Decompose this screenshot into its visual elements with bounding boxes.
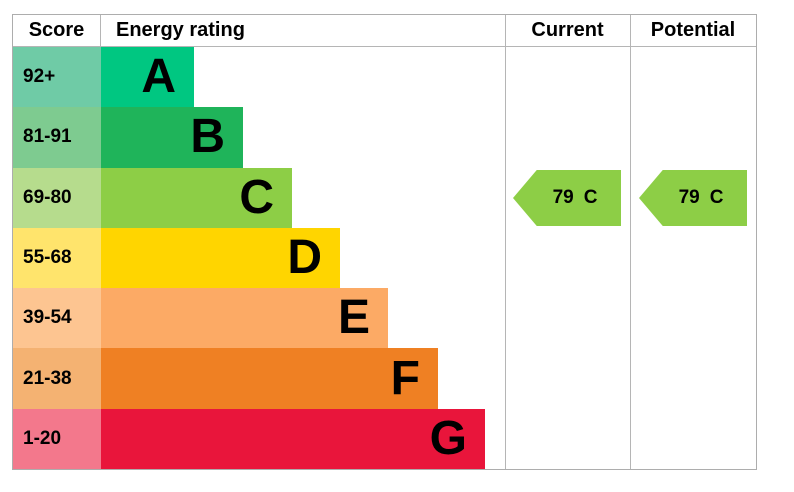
score-range-f: 21-38: [13, 348, 101, 409]
energy-rating-column-header: Energy rating: [116, 19, 245, 41]
potential-column-header: Potential: [650, 19, 736, 41]
score-range-b: 81-91: [13, 107, 101, 168]
potential-rating-arrow: 79 C: [639, 170, 747, 226]
band-row-c: 69-80 C: [13, 167, 756, 228]
current-rating-arrow: 79 C: [513, 170, 621, 226]
potential-rating-value: 79: [678, 187, 700, 208]
band-bar-g: G: [101, 408, 485, 469]
band-bar-c: C: [101, 167, 292, 228]
current-rating-value: 79: [552, 187, 574, 208]
current-column-header: Current: [531, 19, 604, 41]
potential-column-divider: [630, 15, 631, 469]
band-bar-d: D: [101, 227, 340, 289]
score-range-a: 92+: [13, 47, 101, 108]
potential-rating-band: C: [709, 187, 724, 208]
band-row-g: 1-20 G: [13, 408, 756, 469]
band-row-b: 81-91 B: [13, 107, 756, 168]
band-row-a: 92+ A: [13, 47, 756, 108]
band-bar-f: F: [101, 348, 438, 409]
epc-table: Score Energy rating Current Potential 92…: [12, 14, 757, 470]
score-range-d: 55-68: [13, 227, 101, 289]
table-header-row: Score Energy rating Current Potential: [13, 15, 756, 47]
score-range-g: 1-20: [13, 408, 101, 469]
band-row-d: 55-68 D: [13, 227, 756, 289]
score-range-c: 69-80: [13, 167, 101, 228]
score-column-header: Score: [13, 15, 101, 46]
score-range-e: 39-54: [13, 288, 101, 349]
current-rating-band: C: [583, 187, 598, 208]
band-row-f: 21-38 F: [13, 348, 756, 409]
band-bar-e: E: [101, 288, 388, 349]
band-bar-a: A: [101, 47, 194, 108]
band-bar-b: B: [101, 107, 243, 168]
band-rows: 92+ A 81-91 B 69-80 C 55-68 D 39-54 E 21…: [13, 47, 756, 469]
current-column-divider: [505, 15, 506, 469]
band-row-e: 39-54 E: [13, 288, 756, 349]
